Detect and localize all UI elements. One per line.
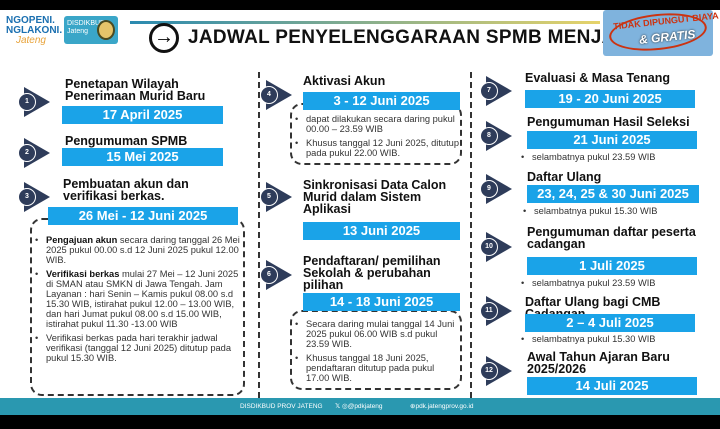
header-divider <box>130 21 600 24</box>
footer: DISDIKBUD PROV JATENG 𝕏 ◎ @pdkjateng ⊕ p… <box>0 398 720 415</box>
step-notes: selambatnya pukul 15.30 WIB <box>522 206 712 220</box>
column-divider <box>470 72 472 408</box>
step-title: Pengumuman Hasil Seleksi <box>527 115 690 129</box>
step-marker: 7 <box>480 76 512 106</box>
note-item: selambatnya pukul 23.59 WIB <box>520 278 710 288</box>
footer-account: DISDIKBUD PROV JATENG <box>240 403 323 410</box>
column-divider <box>258 72 260 408</box>
step-title: Pengumuman SPMB <box>65 134 188 148</box>
arrow-right-circle-icon: → <box>149 23 179 53</box>
step-number: 2 <box>18 144 36 162</box>
step-marker: 8 <box>480 121 512 151</box>
step-date: 21 Juni 2025 <box>527 131 697 149</box>
step-marker: 12 <box>480 356 512 386</box>
step-notes: selambatnya pukul 23.59 WIB <box>520 278 710 292</box>
details-box <box>290 310 462 390</box>
step-notes: selambatnya pukul 23.59 WIB <box>520 152 710 166</box>
note-item: selambatnya pukul 15.30 WIB <box>522 206 712 216</box>
note-item: selambatnya pukul 15.30 WIB <box>520 334 710 344</box>
step-title: Evaluasi & Masa Tenang <box>525 71 670 85</box>
step-number: 8 <box>480 127 498 145</box>
note-item: Khusus tanggal 18 Juni 2025, pendaftaran… <box>294 353 459 383</box>
step-title: Aktivasi Akun <box>303 74 386 88</box>
note-item: Secara daring mulai tanggal 14 Juni 2025… <box>294 319 459 349</box>
step-date: 23, 24, 25 & 30 Juni 2025 <box>527 185 699 203</box>
step-number: 12 <box>480 362 498 380</box>
note-item: Pengajuan akun secara daring tanggal 26 … <box>34 235 242 265</box>
step-date: 17 April 2025 <box>62 106 223 124</box>
step-date: 1 Juli 2025 <box>527 257 697 275</box>
step-title: Daftar Ulang <box>527 170 602 184</box>
step-number: 4 <box>260 86 278 104</box>
step-number: 11 <box>480 302 498 320</box>
step-title: Pendaftaran/ pemilihan Sekolah & perubah… <box>303 254 441 292</box>
step-title: Awal Tahun Ajaran Baru 2025/2026 <box>527 350 670 376</box>
step-number: 7 <box>480 82 498 100</box>
step-marker: 3 <box>18 182 50 212</box>
step-title: Pembuatan akun dan verifikasi berkas. <box>63 177 189 203</box>
step-date: 13 Juni 2025 <box>303 222 460 240</box>
step-date: 14 - 18 Juni 2025 <box>303 293 460 311</box>
note-item: Verifikasi berkas pada hari terakhir jad… <box>34 333 242 363</box>
step-date: 15 Mei 2025 <box>62 148 223 166</box>
step-date: 19 - 20 Juni 2025 <box>525 90 695 108</box>
step-title: Sinkronisasi Data Calon Murid dalam Sist… <box>303 178 447 216</box>
ngopeni-logo: NGOPENI. NGLAKONI. Jateng <box>6 15 63 46</box>
step-marker: 4 <box>260 80 292 110</box>
step-number: 6 <box>260 266 278 284</box>
step-marker: 6 <box>260 260 292 290</box>
step-marker: 10 <box>480 232 512 262</box>
step-number: 1 <box>18 93 36 111</box>
step-number: 9 <box>480 180 498 198</box>
step-number: 10 <box>480 238 498 256</box>
step-date: 3 - 12 Juni 2025 <box>303 92 460 110</box>
step-marker: 9 <box>480 174 512 204</box>
step-number: 3 <box>18 188 36 206</box>
step-date: 26 Mei - 12 Juni 2025 <box>48 207 238 225</box>
step-date: 14 Juli 2025 <box>527 377 697 395</box>
step-marker: 2 <box>18 138 50 168</box>
note-item: Verifikasi berkas mulai 27 Mei – 12 Juni… <box>34 269 242 329</box>
note-item: dapat dilakukan secara daring pukul 00.0… <box>294 114 459 134</box>
note-item: selambatnya pukul 23.59 WIB <box>520 152 710 162</box>
step-title: Pengumuman daftar peserta cadangan <box>527 225 696 251</box>
step-marker: 1 <box>18 87 50 117</box>
step-notes: dapat dilakukan secara daring pukul 00.0… <box>294 114 459 162</box>
footer-website: ⊕ pdk.jatengprov.go.id <box>410 403 474 410</box>
infographic: NGOPENI. NGLAKONI. Jateng DISDIKBUD Jateng… <box>0 10 720 415</box>
step-marker: 5 <box>260 182 292 212</box>
footer-social: 𝕏 ◎ @pdkjateng <box>335 403 383 410</box>
step-title: Penetapan Wilayah Penerimaan Murid Baru <box>65 77 206 103</box>
emblem-icon <box>97 20 115 40</box>
step-date: 2 – 4 Juli 2025 <box>525 314 695 332</box>
step-notes: selambatnya pukul 15.30 WIB <box>520 334 710 348</box>
step-number: 5 <box>260 188 278 206</box>
note-item: Khusus tanggal 12 Juni 2025, ditutup pad… <box>294 138 459 158</box>
step-notes: Secara daring mulai tanggal 14 Juni 2025… <box>294 319 459 387</box>
step-notes: Pengajuan akun secara daring tanggal 26 … <box>34 235 242 367</box>
page-title: JADWAL PENYELENGGARAAN SPMB MENJADI: <box>188 27 642 48</box>
disdikbud-logo: DISDIKBUD Jateng <box>64 16 118 44</box>
step-marker: 11 <box>480 296 512 326</box>
free-of-charge-stamp: TIDAK DIPUNGUT BIAYA & GRATIS <box>603 10 719 56</box>
